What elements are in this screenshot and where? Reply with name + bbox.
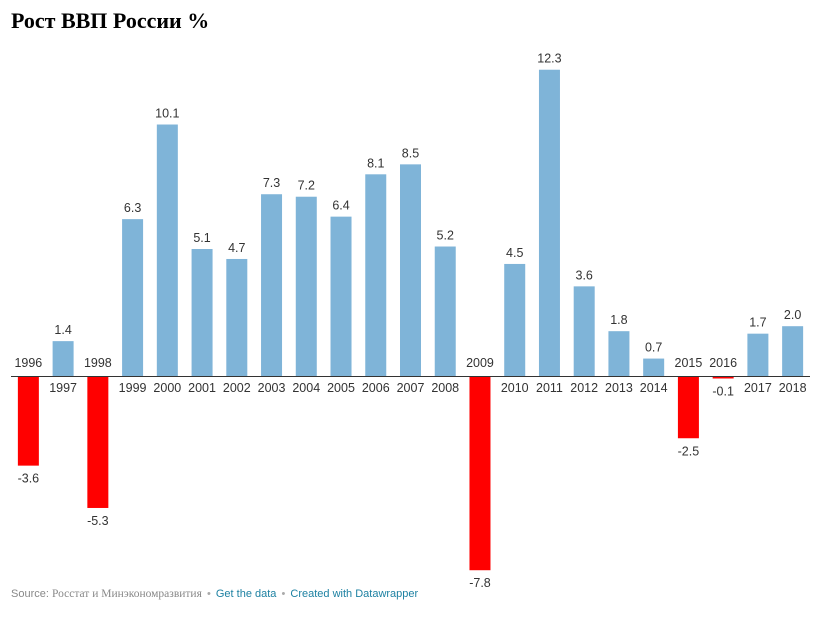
category-label-2016: 2016 xyxy=(709,356,737,370)
bar-2008 xyxy=(434,246,456,376)
category-label-2006: 2006 xyxy=(362,381,390,395)
bar-2012 xyxy=(573,286,595,376)
bar-2009 xyxy=(469,376,491,571)
value-label-2002: 4.7 xyxy=(228,241,245,255)
category-label-2018: 2018 xyxy=(779,381,807,395)
bar-2002 xyxy=(226,258,248,376)
value-label-1997: 1.4 xyxy=(54,323,71,337)
footer-separator: • xyxy=(206,588,211,600)
category-label-2015: 2015 xyxy=(675,356,703,370)
value-label-2003: 7.3 xyxy=(263,176,280,190)
bar-2011 xyxy=(538,69,560,376)
bar-2005 xyxy=(330,216,352,376)
get-data-link[interactable]: Get the data xyxy=(215,588,277,600)
category-label-2012: 2012 xyxy=(570,381,598,395)
source-text: Росстат и Минэкономразвития xyxy=(51,588,202,600)
bars-layer xyxy=(17,69,804,571)
category-label-2004: 2004 xyxy=(292,381,320,395)
bar-2014 xyxy=(643,358,665,376)
bar-1996 xyxy=(17,376,39,466)
value-label-2015: -2.5 xyxy=(678,444,700,458)
bar-1999 xyxy=(122,219,144,376)
category-label-1998: 1998 xyxy=(84,356,112,370)
bar-2003 xyxy=(261,194,283,376)
value-label-1996: -3.6 xyxy=(18,472,40,486)
category-label-2010: 2010 xyxy=(501,381,529,395)
category-label-2007: 2007 xyxy=(397,381,425,395)
value-label-2018: 2.0 xyxy=(784,308,801,322)
chart-title: Рост ВВП России % xyxy=(11,8,210,33)
value-label-2014: 0.7 xyxy=(645,341,662,355)
value-label-2006: 8.1 xyxy=(367,156,384,170)
value-label-2007: 8.5 xyxy=(402,146,419,160)
category-label-2003: 2003 xyxy=(258,381,286,395)
bar-2016 xyxy=(712,376,734,379)
value-label-2008: 5.2 xyxy=(437,229,454,243)
value-label-2017: 1.7 xyxy=(749,316,766,330)
category-label-2008: 2008 xyxy=(431,381,459,395)
category-label-2000: 2000 xyxy=(153,381,181,395)
category-label-2001: 2001 xyxy=(188,381,216,395)
value-label-2009: -7.8 xyxy=(469,576,491,590)
bar-2018 xyxy=(782,326,804,376)
value-label-2012: 3.6 xyxy=(576,268,593,282)
bar-2004 xyxy=(295,196,317,376)
value-label-1998: -5.3 xyxy=(87,514,109,528)
value-label-1999: 6.3 xyxy=(124,201,141,215)
bar-2010 xyxy=(504,263,526,376)
footer-separator: • xyxy=(281,588,286,600)
category-label-2017: 2017 xyxy=(744,381,772,395)
category-label-1996: 1996 xyxy=(14,356,42,370)
category-label-2005: 2005 xyxy=(327,381,355,395)
labels-layer: -3.6 1996 1.4 1997 -5.3 1998 6.3 1999 10.1 2000 5.… xyxy=(14,52,806,590)
category-label-2014: 2014 xyxy=(640,381,668,395)
value-label-2004: 7.2 xyxy=(298,179,315,193)
value-label-2016: -0.1 xyxy=(712,384,734,398)
category-label-1999: 1999 xyxy=(119,381,147,395)
value-label-2010: 4.5 xyxy=(506,246,523,260)
bar-2001 xyxy=(191,249,213,376)
category-label-2009: 2009 xyxy=(466,356,494,370)
bar-2007 xyxy=(400,164,421,376)
bar-2017 xyxy=(747,333,769,376)
bar-1997 xyxy=(52,341,74,376)
datawrapper-link[interactable]: Created with Datawrapper xyxy=(290,588,419,600)
value-label-2000: 10.1 xyxy=(155,107,179,121)
bar-1998 xyxy=(87,376,109,508)
bar-2013 xyxy=(608,331,630,376)
category-label-2011: 2011 xyxy=(536,381,563,395)
value-label-2013: 1.8 xyxy=(610,313,627,327)
bar-2000 xyxy=(156,124,178,376)
category-label-2013: 2013 xyxy=(605,381,633,395)
value-label-2001: 5.1 xyxy=(193,231,210,245)
chart-footer: Source: Росстат и Минэкономразвития • Ge… xyxy=(11,588,418,600)
category-label-2002: 2002 xyxy=(223,381,251,395)
bar-2006 xyxy=(365,174,387,376)
category-label-1997: 1997 xyxy=(49,381,77,395)
value-label-2011: 12.3 xyxy=(537,52,561,66)
value-label-2005: 6.4 xyxy=(332,199,349,213)
source-label: Source: xyxy=(11,588,49,600)
bar-2015 xyxy=(677,376,699,439)
